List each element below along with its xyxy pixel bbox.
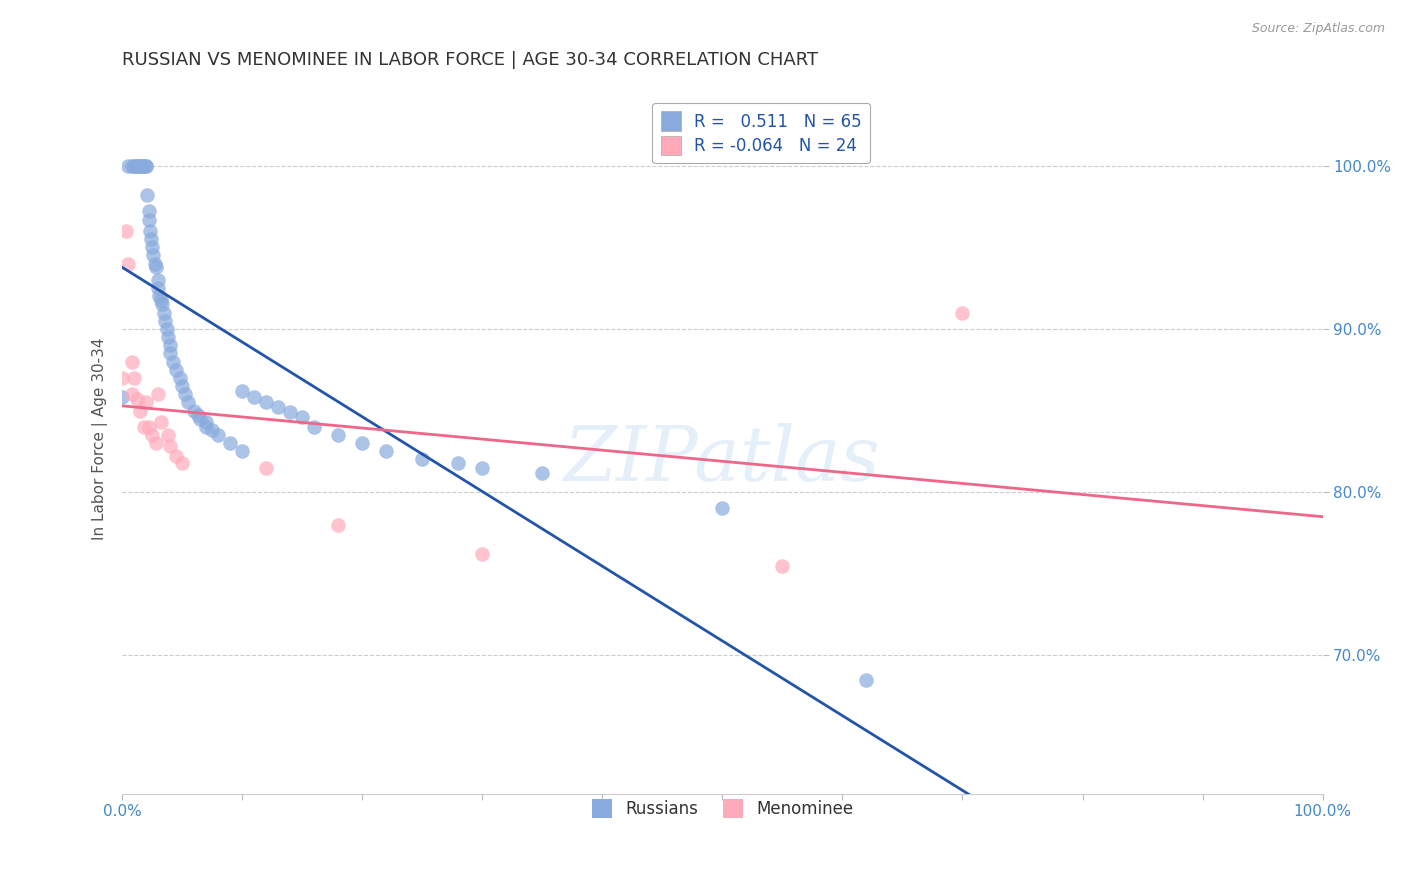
Point xyxy=(201,423,224,437)
Point xyxy=(138,212,160,227)
Point xyxy=(117,159,139,173)
Point xyxy=(177,395,200,409)
Point xyxy=(165,362,187,376)
Text: RUSSIAN VS MENOMINEE IN LABOR FORCE | AGE 30-34 CORRELATION CHART: RUSSIAN VS MENOMINEE IN LABOR FORCE | AG… xyxy=(122,51,818,69)
Point xyxy=(770,558,793,573)
Point xyxy=(156,330,179,344)
Point xyxy=(131,159,153,173)
Point xyxy=(172,456,194,470)
Point xyxy=(135,159,157,173)
Point xyxy=(127,159,149,173)
Legend: Russians, Menominee: Russians, Menominee xyxy=(585,792,860,825)
Point xyxy=(131,159,153,173)
Point xyxy=(183,403,205,417)
Point xyxy=(111,391,134,405)
Point xyxy=(122,159,145,173)
Point xyxy=(187,409,209,423)
Point xyxy=(139,224,162,238)
Point xyxy=(471,460,494,475)
Point xyxy=(243,391,266,405)
Text: Source: ZipAtlas.com: Source: ZipAtlas.com xyxy=(1251,22,1385,36)
Point xyxy=(138,420,160,434)
Point xyxy=(169,371,191,385)
Point xyxy=(148,289,170,303)
Point xyxy=(952,305,974,319)
Point xyxy=(155,314,177,328)
Point xyxy=(165,449,187,463)
Point xyxy=(328,428,350,442)
Text: ZIPatlas: ZIPatlas xyxy=(564,424,880,498)
Point xyxy=(254,460,277,475)
Point xyxy=(173,387,195,401)
Point xyxy=(145,260,167,274)
Point xyxy=(195,420,218,434)
Point xyxy=(231,444,253,458)
Point xyxy=(136,188,159,202)
Point xyxy=(411,452,433,467)
Point xyxy=(156,322,179,336)
Point xyxy=(711,501,734,516)
Point xyxy=(135,395,157,409)
Point xyxy=(352,436,374,450)
Point xyxy=(375,444,398,458)
Point xyxy=(231,384,253,398)
Point xyxy=(278,405,301,419)
Point xyxy=(142,248,165,262)
Point xyxy=(125,392,148,406)
Point xyxy=(159,338,181,352)
Point xyxy=(132,420,155,434)
Point xyxy=(447,456,470,470)
Point xyxy=(172,379,194,393)
Point xyxy=(195,415,218,429)
Point xyxy=(531,466,554,480)
Point xyxy=(129,159,152,173)
Point xyxy=(153,305,176,319)
Point xyxy=(122,371,145,385)
Point xyxy=(129,403,152,417)
Point xyxy=(129,159,152,173)
Point xyxy=(125,159,148,173)
Point xyxy=(121,387,143,401)
Point xyxy=(149,415,172,429)
Point xyxy=(150,297,173,311)
Point xyxy=(141,428,163,442)
Point xyxy=(267,401,290,415)
Point xyxy=(139,232,162,246)
Y-axis label: In Labor Force | Age 30-34: In Labor Force | Age 30-34 xyxy=(93,338,108,541)
Point xyxy=(471,547,494,561)
Point xyxy=(291,410,314,425)
Point xyxy=(114,224,136,238)
Point xyxy=(207,428,229,442)
Point xyxy=(159,346,181,360)
Point xyxy=(132,159,155,173)
Point xyxy=(159,439,181,453)
Point xyxy=(254,395,277,409)
Point xyxy=(148,273,170,287)
Point xyxy=(304,420,326,434)
Point xyxy=(138,204,160,219)
Point xyxy=(111,371,134,385)
Point xyxy=(219,436,242,450)
Point xyxy=(156,428,179,442)
Point xyxy=(145,436,167,450)
Point xyxy=(135,159,157,173)
Point xyxy=(855,673,877,687)
Point xyxy=(149,293,172,307)
Point xyxy=(117,257,139,271)
Point xyxy=(141,240,163,254)
Point xyxy=(143,257,166,271)
Point xyxy=(162,354,184,368)
Point xyxy=(121,354,143,368)
Point xyxy=(122,159,145,173)
Point xyxy=(148,387,170,401)
Point xyxy=(188,411,211,425)
Point xyxy=(328,517,350,532)
Point xyxy=(121,159,143,173)
Point xyxy=(148,281,170,295)
